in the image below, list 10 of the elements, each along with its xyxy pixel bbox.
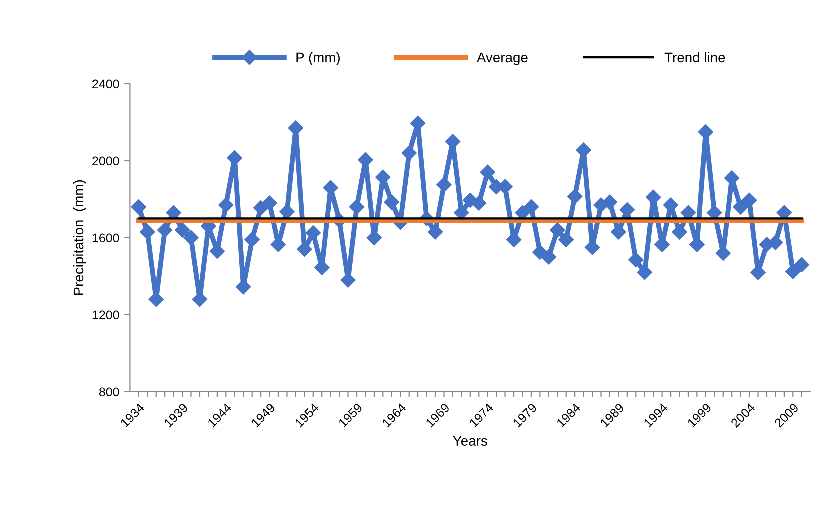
y-tick-label: 800: [99, 388, 120, 397]
legend-label: Trend line: [664, 52, 726, 63]
y-tick-label: 2400: [92, 80, 120, 89]
y-tick-label: 1200: [92, 310, 120, 320]
y-tick-label: 2000: [92, 156, 120, 166]
legend-label: P (mm): [296, 52, 340, 66]
y-tick-label: 1600: [92, 234, 120, 243]
x-axis-title: Years: [453, 436, 488, 446]
y-axis-title: Precipitation (mm): [73, 180, 86, 296]
legend-label: Average: [476, 52, 528, 66]
